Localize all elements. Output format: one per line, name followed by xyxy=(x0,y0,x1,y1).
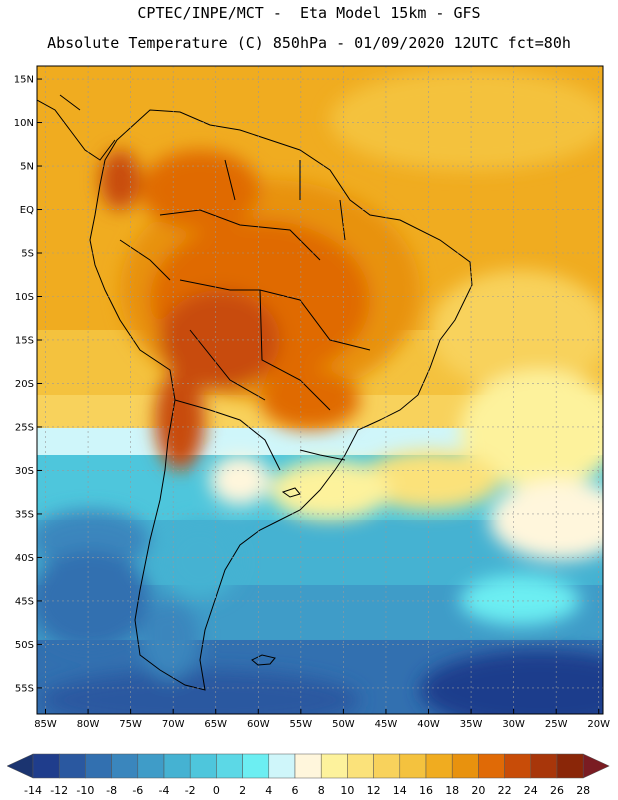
map-title-line1: CPTEC/INPE/MCT - Eta Model 15km - GFS xyxy=(137,4,481,22)
lon-label: 70W xyxy=(162,719,185,730)
country-borders xyxy=(119,159,371,471)
colorbar-label: -6 xyxy=(132,784,143,797)
colorbar-label: 12 xyxy=(367,784,381,797)
colorbar-swatch xyxy=(242,753,270,779)
colorbar-label: 8 xyxy=(318,784,325,797)
lat-label: 10S xyxy=(15,292,34,303)
lon-label: 80W xyxy=(77,719,100,730)
lon-label: 65W xyxy=(204,719,227,730)
colorbar-label: 4 xyxy=(265,784,272,797)
colorbar-label: 28 xyxy=(576,784,590,797)
colorbar-swatch xyxy=(189,753,217,779)
colorbar-overflow-triangle xyxy=(582,753,610,779)
lat-label: 30S xyxy=(15,466,34,477)
colorbar: -14 -12 -10 -8 -6 -4 -2 0 2 4 6 8 10 12 14 16 18 20 22 24 26… xyxy=(6,753,610,797)
lon-label: 40W xyxy=(417,719,440,730)
lat-label: 15S xyxy=(15,335,34,346)
colorbar-label: -2 xyxy=(185,784,196,797)
colorbar-label: -14 xyxy=(24,784,42,797)
colorbar-underflow-triangle xyxy=(6,753,34,779)
longitude-labels: 85W 80W 75W 70W 65W 60W 55W 50W 45W 40W 35W 30W 25W 2… xyxy=(34,709,610,730)
lagoon-outline xyxy=(281,487,301,498)
colorbar-swatch xyxy=(294,753,322,779)
colorbar-swatch xyxy=(216,753,243,779)
colorbar-label: -10 xyxy=(76,784,94,797)
colorbar-label: 2 xyxy=(239,784,246,797)
lon-label: 20W xyxy=(587,719,610,730)
lat-label: EQ xyxy=(20,205,34,216)
south-america-coastline xyxy=(89,109,473,691)
colorbar-swatch xyxy=(111,753,139,779)
colorbar-swatch xyxy=(137,753,165,779)
colorbar-label: 6 xyxy=(292,784,299,797)
colorbar-swatch xyxy=(32,753,60,779)
colorbar-swatch xyxy=(163,753,191,779)
lon-label: 50W xyxy=(332,719,355,730)
lat-label: 10N xyxy=(14,118,34,129)
colorbar-label: -8 xyxy=(106,784,117,797)
lat-label: 15N xyxy=(14,75,34,86)
lon-label: 75W xyxy=(119,719,142,730)
lat-label: 40S xyxy=(15,553,34,564)
colorbar-label: 20 xyxy=(471,784,485,797)
map-title-line2: Absolute Temperature (C) 850hPa - 01/09/… xyxy=(47,34,571,52)
map-frame xyxy=(36,65,604,715)
colorbar-label: 14 xyxy=(393,784,407,797)
coastline-borders xyxy=(37,94,473,691)
colorbar-swatch xyxy=(451,753,479,779)
lon-label: 30W xyxy=(502,719,525,730)
lon-label: 35W xyxy=(460,719,483,730)
colorbar-swatch xyxy=(347,753,374,779)
lat-label: 20S xyxy=(15,379,34,390)
lon-label: 60W xyxy=(247,719,270,730)
colorbar-swatch xyxy=(373,753,401,779)
falklands-outline xyxy=(251,654,276,666)
temperature-field xyxy=(37,66,603,714)
colorbar-label: -12 xyxy=(50,784,68,797)
colorbar-swatch xyxy=(478,753,505,779)
temperature-map: 15N 10N 5N EQ 5S 10S 15S 20S 25S 30S 35S 40S 45S 50S 5… xyxy=(14,65,610,730)
colorbar-swatch xyxy=(320,753,348,779)
lat-label: 45S xyxy=(15,596,34,607)
graticule xyxy=(37,66,603,714)
lon-label: 45W xyxy=(375,719,398,730)
colorbar-swatch xyxy=(268,753,296,779)
colorbar-swatch xyxy=(425,753,453,779)
colorbar-swatch xyxy=(504,753,532,779)
lon-label: 85W xyxy=(34,719,57,730)
colorbar-label: 22 xyxy=(498,784,512,797)
lat-label: 55S xyxy=(15,683,34,694)
latitude-labels: 15N 10N 5N EQ 5S 10S 15S 20S 25S 30S 35S 40S 45S 50S 5… xyxy=(14,75,42,694)
colorbar-label: 16 xyxy=(419,784,433,797)
central-america-coastline xyxy=(37,94,116,161)
colorbar-label: 0 xyxy=(213,784,220,797)
lat-label: 50S xyxy=(15,640,34,651)
lat-label: 5N xyxy=(20,162,34,173)
lat-label: 35S xyxy=(15,509,34,520)
lat-label: 5S xyxy=(21,249,34,260)
lat-label: 25S xyxy=(15,422,34,433)
colorbar-swatch xyxy=(530,753,558,779)
colorbar-label: -4 xyxy=(159,784,170,797)
colorbar-swatch xyxy=(58,753,86,779)
lon-label: 55W xyxy=(290,719,313,730)
colorbar-label: 26 xyxy=(550,784,564,797)
colorbar-label: 24 xyxy=(524,784,538,797)
colorbar-swatch xyxy=(556,753,584,779)
colorbar-label: 10 xyxy=(340,784,354,797)
colorbar-swatch xyxy=(399,753,427,779)
colorbar-label: 18 xyxy=(445,784,459,797)
colorbar-swatch xyxy=(85,753,112,779)
lon-label: 25W xyxy=(545,719,568,730)
